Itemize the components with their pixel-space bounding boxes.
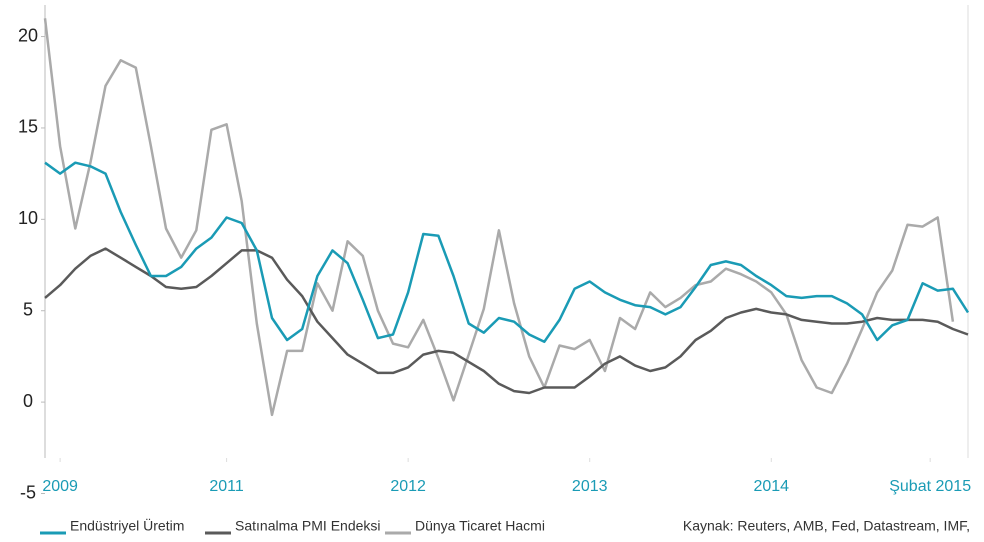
legend-label: Endüstriyel Üretim <box>70 517 184 534</box>
y-tick-label: -5 <box>20 482 36 502</box>
x-tick-label: 2012 <box>390 478 426 495</box>
series-line <box>44 161 970 344</box>
y-tick-label: 0 <box>23 391 33 411</box>
series-line <box>44 247 969 395</box>
y-tick-label: 10 <box>18 208 38 228</box>
x-tick-label: 2011 <box>209 478 244 495</box>
legend-label: Dünya Ticaret Hacmi <box>415 518 545 534</box>
x-tick-label: 2014 <box>753 478 789 495</box>
series-line <box>43 18 955 417</box>
y-tick-label: 5 <box>23 299 33 319</box>
x-tick-label: 2009 <box>42 478 78 495</box>
legend-label: Satınalma PMI Endeksi <box>235 518 381 534</box>
y-tick-label: 15 <box>18 117 38 137</box>
x-tick-label: Şubat 2015 <box>889 478 971 495</box>
source-note: Kaynak: Reuters, AMB, Fed, Datastream, I… <box>683 518 970 534</box>
y-tick-label: 20 <box>18 25 38 45</box>
x-tick-label: 2013 <box>572 478 608 495</box>
